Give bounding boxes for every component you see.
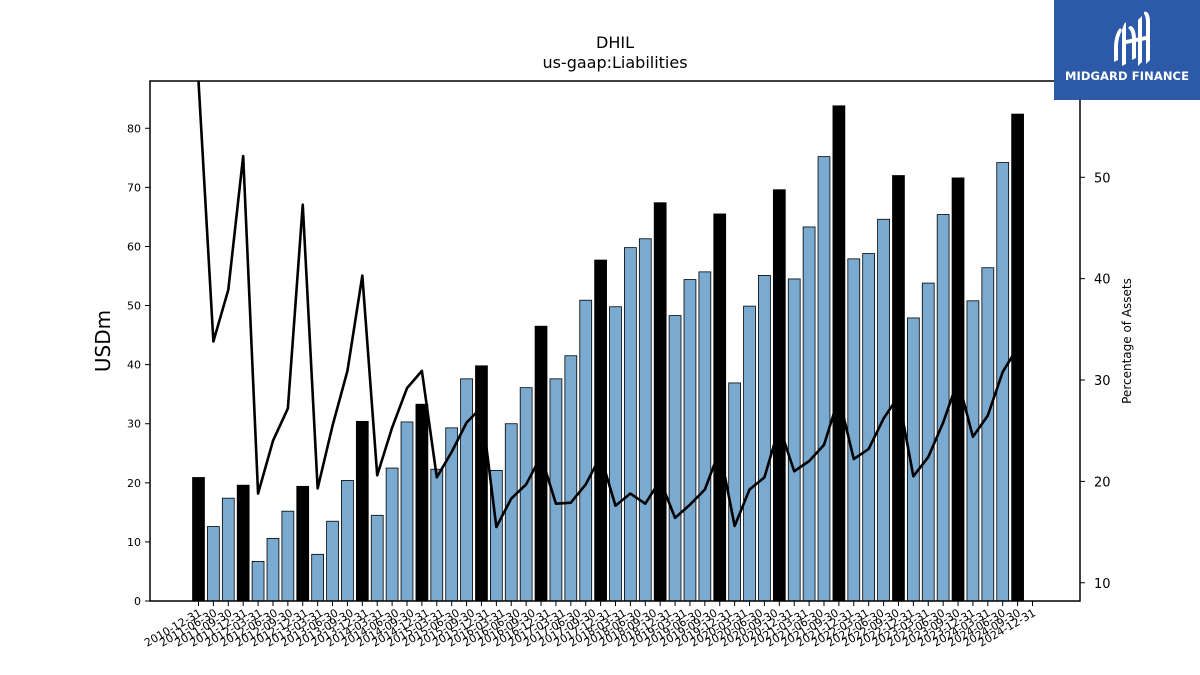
y2-tick-label: 10 [1094, 577, 1111, 592]
bar-series [192, 105, 1024, 602]
bar [787, 278, 801, 602]
bar [266, 537, 280, 602]
bar [743, 305, 756, 602]
y2-tick-label: 20 [1094, 475, 1111, 490]
bar [698, 271, 712, 602]
bar-highlighted [892, 175, 905, 602]
bar [638, 238, 652, 602]
y2-tick-label: 40 [1094, 273, 1111, 288]
bar [817, 156, 831, 602]
logo-text: MIDGARD FINANCE [1064, 69, 1190, 83]
bar [460, 378, 473, 602]
bar-highlighted [236, 484, 250, 602]
bar [504, 423, 518, 602]
bar-highlighted [832, 105, 846, 602]
chart-subtitle: us-gaap:Liabilities [542, 53, 687, 72]
bar [370, 514, 384, 602]
y2-tick-label: 30 [1094, 374, 1111, 389]
bar [281, 510, 295, 602]
bar-highlighted [192, 477, 205, 602]
bar [579, 299, 593, 602]
bar [609, 306, 622, 602]
line-series-group [197, 81, 1019, 529]
x-axis: 2010-12-312011-06-302011-09-302011-12-31… [142, 601, 1038, 650]
bar [668, 315, 682, 602]
bar [341, 480, 354, 602]
bar [847, 258, 861, 602]
bar-highlighted [1011, 113, 1024, 602]
bar [221, 497, 235, 602]
y-tick-label: 30 [127, 418, 141, 431]
bar [385, 467, 399, 602]
y-tick-label: 50 [127, 300, 141, 313]
bar-highlighted [653, 202, 667, 602]
y-tick-label: 0 [134, 595, 141, 608]
y2-tick-label: 50 [1094, 171, 1111, 186]
bar [624, 247, 637, 602]
bar [728, 382, 742, 602]
bar [683, 279, 697, 602]
y-tick-label: 20 [127, 477, 141, 490]
bar-highlighted [475, 365, 488, 602]
bar [966, 300, 980, 602]
bar [311, 553, 325, 602]
y-tick-label: 60 [127, 240, 141, 253]
y-axis-right: 10 20 30 40 50 [1080, 171, 1111, 592]
bar [400, 421, 414, 602]
bar [251, 561, 265, 602]
bar [207, 526, 220, 602]
chart-title: DHIL [596, 33, 634, 52]
brand-logo: MIDGARD FINANCE [1054, 0, 1200, 100]
bar [758, 275, 771, 602]
percentage-line [197, 81, 1019, 529]
bar-highlighted [772, 189, 786, 602]
y-tick-label: 80 [127, 122, 141, 135]
bar-highlighted [713, 213, 727, 602]
bar-highlighted [296, 485, 310, 602]
y-tick-label: 40 [127, 359, 141, 372]
bar [862, 253, 876, 602]
bar [564, 355, 578, 602]
y-axis-label: USDm [91, 310, 115, 372]
y-tick-label: 70 [127, 181, 141, 194]
bar [802, 226, 816, 602]
y-axis-left: 0 10 20 30 40 50 60 70 80 [127, 122, 150, 608]
bar [519, 387, 533, 602]
bar [430, 468, 444, 602]
bar-highlighted [415, 403, 429, 602]
bar [326, 520, 339, 602]
y2-axis-label: Percentage of Assets [1120, 278, 1134, 404]
bar-highlighted [594, 259, 607, 602]
bar [981, 267, 995, 602]
bar [921, 282, 935, 602]
bar-highlighted [355, 420, 369, 602]
y-tick-label: 10 [127, 536, 141, 549]
midgard-logo-icon [1114, 11, 1150, 66]
